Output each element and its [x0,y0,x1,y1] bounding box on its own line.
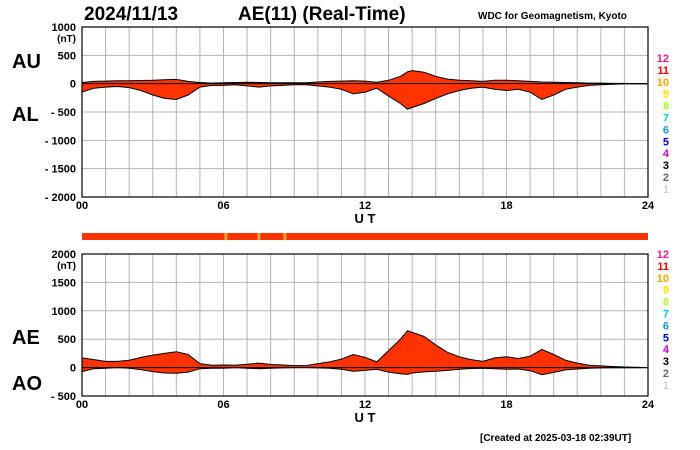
x-tick-label: 18 [500,399,512,411]
x-tick-label: 12 [359,399,371,411]
y-tick-label: - 500 [51,107,76,119]
x-tick-label: 00 [76,200,88,212]
station-bar-gap [283,233,287,240]
station-scale-label: 5 [663,332,669,344]
station-bar-gap [257,233,261,240]
x-tick-label: 12 [359,200,371,212]
station-scale-label: 11 [657,65,669,77]
station-scale-label: 2 [663,172,669,184]
series-label-au: AU [12,51,41,73]
station-scale-label: 12 [657,249,669,261]
x-axis-label: U T [355,410,376,425]
credit-label: WDC for Geomagnetism, Kyoto [478,11,627,22]
y-tick-label: 0 [70,79,76,91]
series-label-al: AL [12,104,39,126]
series-label-ae: AE [12,327,40,349]
station-scale-label: 7 [663,309,669,321]
station-scale-label: 3 [663,160,669,172]
station-scale-label: 12 [657,53,669,65]
y-tick-label: - 1000 [45,135,76,147]
y-tick-label: 500 [58,50,76,62]
station-count-bar [82,233,648,240]
y-tick-label: 1000 [52,306,76,318]
x-tick-label: 24 [642,200,655,212]
y-tick-label: 1000 [52,22,76,34]
x-tick-label: 06 [217,399,229,411]
x-tick-label: 18 [500,200,512,212]
station-scale-label: 3 [663,356,669,368]
x-tick-label: 24 [642,399,655,411]
y-tick-label: 500 [58,334,76,346]
station-scale-label: 6 [663,124,669,136]
station-scale-label: 5 [663,136,669,148]
station-scale-label: 4 [663,344,670,356]
created-timestamp: [Created at 2025-03-18 02:39UT] [480,433,632,444]
x-axis-label: U T [355,211,376,226]
y-unit-label: (nT) [57,34,76,45]
station-scale-label: 11 [657,261,669,273]
station-scale-label: 8 [663,297,669,309]
y-tick-label: 0 [70,363,76,375]
series-line-ae [81,330,649,369]
station-scale-label: 10 [657,77,669,89]
x-tick-label: 06 [217,200,229,212]
y-tick-label: - 2000 [45,192,76,204]
y-tick-label: - 500 [51,391,76,403]
station-scale-label: 1 [663,380,669,392]
station-scale-label: 4 [663,148,670,160]
station-scale-label: 9 [663,285,669,297]
station-scale-label: 6 [663,320,669,332]
y-tick-label: 1500 [52,277,76,289]
station-scale-label: 8 [663,101,669,113]
plot-frame [81,253,649,397]
series-line-au [81,70,648,85]
chart-title: AE(11) (Real-Time) [238,4,406,25]
station-bar-fill [82,233,648,240]
series-line-ao [81,367,649,376]
station-scale-label: 1 [663,184,669,196]
area-fill-ae-ao [82,330,648,375]
station-scale-label: 7 [663,113,669,125]
date-label: 2024/11/13 [84,4,179,25]
series-label-ao: AO [12,373,42,395]
plot-frame [81,26,649,198]
y-tick-label: 2000 [52,249,76,261]
area-fill-au-al [82,70,648,110]
series-line-al [81,83,648,110]
upper-panel: 1000 500 0 - 500 - 1000 - 1500 - 2000 (nT) 00 06 1… [45,22,670,226]
station-bar-gap [224,233,228,240]
station-scale-label: 10 [657,273,669,285]
station-scale-label: 2 [663,368,669,380]
x-tick-label: 00 [76,399,88,411]
y-tick-label: - 1500 [45,164,76,176]
station-scale-label: 9 [663,89,669,101]
y-unit-label: (nT) [57,261,76,272]
